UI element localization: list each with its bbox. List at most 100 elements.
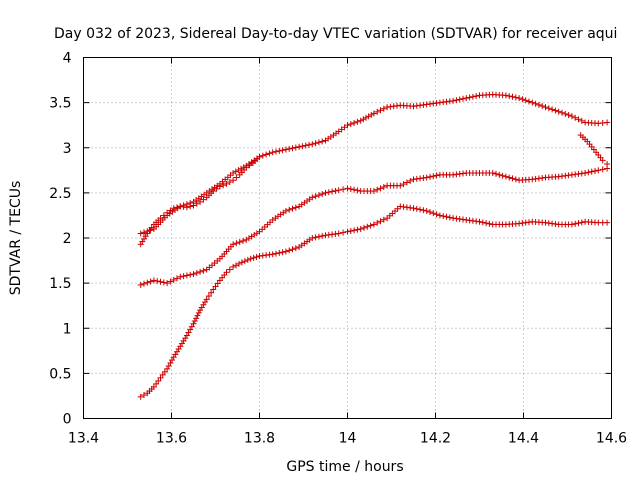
- data-point: [244, 256, 251, 263]
- data-point: [417, 206, 424, 213]
- data-point: [450, 97, 457, 104]
- data-point: [194, 312, 201, 319]
- data-point: [286, 206, 293, 213]
- data-point: [292, 245, 299, 252]
- data-point: [433, 211, 440, 218]
- data-point: [354, 187, 361, 194]
- data-point: [296, 143, 303, 150]
- data-point: [460, 95, 466, 102]
- data-point: [466, 94, 473, 101]
- data-point: [212, 283, 219, 290]
- data-point: [549, 106, 556, 113]
- data-point: [374, 186, 381, 193]
- y-tick-label: 3: [63, 141, 72, 157]
- data-point: [226, 266, 233, 273]
- data-point: [250, 254, 257, 261]
- data-point: [273, 250, 279, 257]
- data-point: [604, 219, 611, 226]
- data-point: [592, 167, 598, 174]
- data-point: [197, 198, 204, 205]
- data-point: [479, 219, 486, 226]
- data-point: [575, 116, 582, 123]
- data-point: [235, 167, 242, 174]
- x-tick-label: 14.6: [596, 431, 627, 447]
- data-point: [177, 273, 184, 280]
- data-point: [233, 174, 240, 181]
- data-point: [380, 184, 387, 191]
- data-point: [157, 215, 164, 222]
- data-point: [469, 93, 476, 100]
- data-point: [276, 147, 283, 154]
- data-point: [148, 224, 155, 231]
- data-point: [315, 233, 322, 240]
- data-point: [433, 172, 440, 179]
- data-point: [243, 164, 250, 171]
- data-point: [263, 151, 270, 158]
- data-point: [423, 174, 430, 181]
- data-point: [174, 275, 180, 282]
- data-point: [147, 278, 154, 285]
- data-point: [354, 226, 361, 233]
- data-point: [403, 179, 410, 186]
- data-point: [456, 96, 463, 103]
- data-point: [413, 205, 420, 212]
- data-point: [446, 214, 453, 221]
- data-point: [506, 93, 513, 100]
- data-point: [289, 145, 296, 152]
- data-point: [183, 272, 190, 279]
- data-point: [157, 374, 164, 381]
- data-point: [167, 207, 174, 214]
- data-point: [370, 221, 377, 228]
- data-point: [191, 318, 198, 325]
- data-point: [325, 189, 332, 196]
- data-point: [368, 111, 375, 118]
- data-point: [159, 371, 166, 378]
- data-point: [568, 113, 575, 120]
- data-point: [223, 269, 230, 276]
- data-point: [187, 203, 194, 210]
- data-point: [542, 104, 549, 111]
- data-point: [496, 171, 503, 178]
- data-point: [223, 180, 230, 187]
- data-point: [269, 251, 276, 258]
- data-point: [545, 105, 552, 112]
- data-point: [319, 138, 326, 145]
- data-point: [256, 153, 263, 160]
- data-point: [190, 320, 197, 327]
- data-point: [183, 204, 190, 211]
- data-point: [380, 105, 387, 112]
- data-point: [195, 309, 202, 316]
- data-point: [160, 212, 167, 219]
- data-point: [289, 205, 296, 212]
- data-point: [502, 92, 509, 99]
- data-point: [463, 95, 470, 102]
- y-tick-label: 0.5: [49, 366, 71, 382]
- data-point: [578, 219, 585, 226]
- y-tick-label: 4: [63, 51, 72, 67]
- data-point: [347, 121, 354, 128]
- data-point: [210, 286, 217, 293]
- data-point: [154, 278, 161, 285]
- x-tick-label: 13.4: [68, 431, 99, 447]
- data-point: [203, 296, 210, 303]
- y-tick-label: 2: [63, 231, 72, 247]
- data-point: [440, 213, 447, 220]
- data-point: [174, 204, 180, 211]
- grid: [83, 57, 612, 419]
- data-point: [400, 181, 407, 188]
- data-point: [427, 173, 433, 180]
- data-point: [380, 216, 387, 223]
- data-point: [282, 207, 289, 214]
- y-axis-label: SDTVAR / TECUs: [8, 181, 24, 296]
- data-point: [410, 205, 417, 212]
- data-point: [190, 271, 197, 278]
- data-point: [588, 168, 595, 175]
- data-point: [519, 96, 526, 103]
- data-point: [273, 148, 279, 155]
- data-point: [377, 107, 384, 114]
- data-point: [238, 165, 245, 172]
- data-point: [157, 278, 164, 285]
- data-point: [486, 220, 493, 227]
- data-point: [190, 202, 197, 209]
- data-point: [335, 230, 342, 237]
